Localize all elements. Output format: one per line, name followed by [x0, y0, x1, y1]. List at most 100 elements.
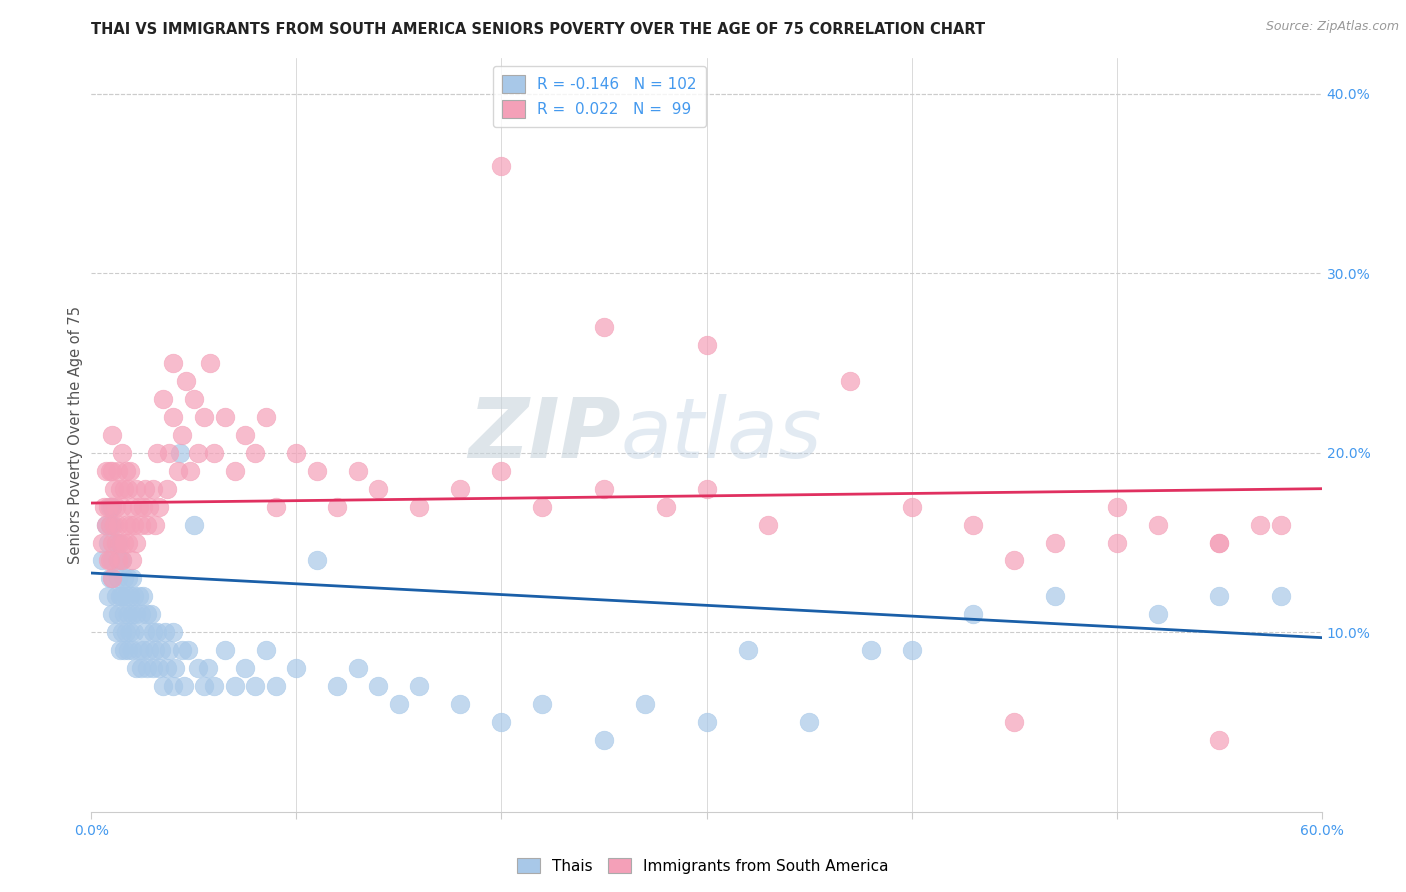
Point	[214, 643, 236, 657]
Point	[105, 535, 127, 549]
Point	[124, 590, 146, 604]
Point	[108, 643, 131, 657]
Point	[1270, 590, 1292, 604]
Point	[1208, 535, 1230, 549]
Point	[101, 517, 124, 532]
Point	[115, 590, 138, 604]
Point	[134, 482, 156, 496]
Point	[105, 590, 127, 604]
Point	[107, 535, 129, 549]
Point	[326, 679, 349, 693]
Point	[1043, 590, 1066, 604]
Point	[117, 571, 139, 585]
Point	[97, 590, 120, 604]
Point	[101, 500, 124, 514]
Point	[233, 428, 256, 442]
Point	[187, 446, 209, 460]
Point	[157, 446, 180, 460]
Point	[162, 356, 184, 370]
Point	[103, 517, 125, 532]
Point	[347, 661, 370, 675]
Point	[120, 625, 142, 640]
Point	[131, 500, 153, 514]
Point	[153, 625, 177, 640]
Point	[98, 464, 121, 478]
Point	[112, 643, 135, 657]
Point	[285, 446, 308, 460]
Point	[1146, 607, 1168, 622]
Point	[143, 643, 166, 657]
Point	[150, 643, 173, 657]
Point	[121, 571, 143, 585]
Point	[97, 553, 120, 567]
Point	[900, 500, 922, 514]
Point	[115, 464, 138, 478]
Point	[111, 553, 134, 567]
Point	[233, 661, 256, 675]
Point	[101, 464, 124, 478]
Point	[859, 643, 882, 657]
Point	[111, 625, 134, 640]
Legend: R = -0.146   N = 102, R =  0.022   N =  99: R = -0.146 N = 102, R = 0.022 N = 99	[492, 66, 706, 128]
Point	[138, 643, 160, 657]
Point	[131, 643, 153, 657]
Point	[193, 409, 215, 424]
Point	[634, 697, 657, 711]
Point	[117, 482, 139, 496]
Point	[98, 517, 121, 532]
Point	[107, 517, 129, 532]
Point	[152, 392, 174, 406]
Point	[101, 571, 124, 585]
Point	[224, 464, 246, 478]
Point	[138, 500, 160, 514]
Point	[839, 374, 862, 388]
Point	[112, 607, 135, 622]
Point	[202, 446, 225, 460]
Point	[107, 571, 129, 585]
Point	[125, 535, 148, 549]
Point	[187, 661, 209, 675]
Point	[112, 535, 135, 549]
Point	[115, 625, 138, 640]
Point	[107, 607, 129, 622]
Point	[105, 535, 127, 549]
Point	[124, 517, 146, 532]
Point	[125, 482, 148, 496]
Text: atlas: atlas	[620, 394, 823, 475]
Point	[135, 607, 157, 622]
Point	[162, 625, 184, 640]
Point	[101, 428, 124, 442]
Point	[107, 553, 129, 567]
Point	[388, 697, 411, 711]
Point	[593, 320, 616, 334]
Point	[101, 535, 124, 549]
Point	[94, 517, 117, 532]
Point	[1146, 517, 1168, 532]
Point	[166, 464, 188, 478]
Point	[115, 517, 138, 532]
Point	[125, 607, 148, 622]
Point	[108, 482, 131, 496]
Point	[695, 338, 717, 352]
Point	[170, 643, 193, 657]
Point	[756, 517, 779, 532]
Point	[593, 482, 616, 496]
Point	[98, 571, 121, 585]
Point	[129, 661, 152, 675]
Point	[1208, 733, 1230, 747]
Point	[148, 661, 170, 675]
Point	[90, 535, 112, 549]
Point	[111, 590, 134, 604]
Point	[142, 661, 165, 675]
Point	[117, 643, 139, 657]
Point	[1105, 535, 1128, 549]
Point	[139, 607, 162, 622]
Point	[695, 482, 717, 496]
Point	[900, 643, 922, 657]
Point	[111, 553, 134, 567]
Text: Source: ZipAtlas.com: Source: ZipAtlas.com	[1265, 20, 1399, 33]
Point	[162, 679, 184, 693]
Point	[125, 661, 148, 675]
Point	[169, 446, 191, 460]
Point	[98, 553, 121, 567]
